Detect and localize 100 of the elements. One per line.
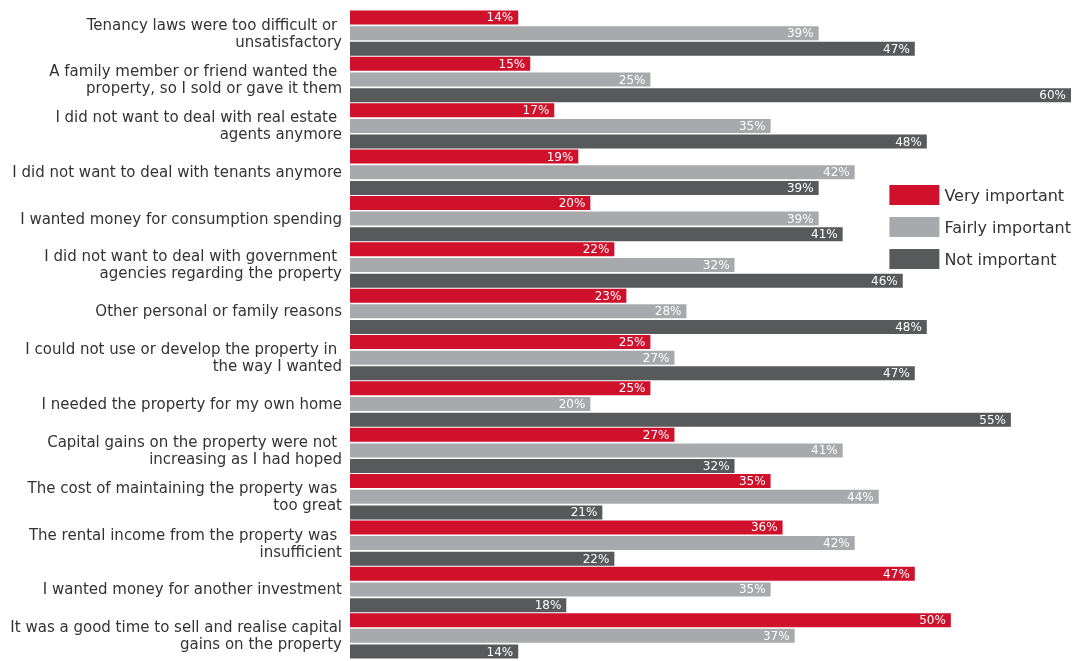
data-label: 27% [642,427,670,442]
bar [350,397,591,412]
bar [350,427,675,442]
bar [350,149,579,164]
data-label: 60% [1039,88,1066,103]
data-label: 14% [486,10,514,25]
data-label: 44% [847,489,874,504]
bar [350,505,603,520]
bar [350,134,927,149]
y-tick-label: I did not want to deal with real estate agents anymore [55,108,342,144]
legend-label: Fairly important [944,217,1071,237]
bar [350,551,615,566]
data-label: 35% [738,118,766,133]
bar [350,443,843,458]
bar [350,288,627,303]
legend-label: Not important [944,249,1057,269]
bar [350,227,843,242]
data-label: 35% [738,474,766,489]
y-tick-label: I wanted money for consumption spending [20,209,342,228]
bar [350,88,1071,103]
bar [350,366,915,381]
bar [350,10,519,25]
data-label: 32% [702,257,730,272]
bar [350,242,615,257]
data-label: 22% [582,242,610,257]
bar [350,118,771,133]
bar [350,273,903,288]
y-tick-label: I did not want to deal with tenants anymore [12,163,342,182]
data-label: 25% [618,72,646,87]
bar [350,566,915,581]
data-label: 42% [823,536,850,551]
bar [350,381,651,396]
data-label: 41% [811,227,838,242]
data-label: 19% [546,149,574,164]
bar [350,412,1011,427]
data-label: 42% [823,165,850,180]
bar [350,350,675,365]
data-label: 18% [534,598,562,613]
bar [350,536,855,551]
data-label: 50% [919,613,946,628]
data-label: 14% [486,644,514,659]
data-label: 39% [786,26,814,41]
data-label: 48% [895,134,922,149]
data-label: 20% [558,397,586,412]
bar [350,103,555,118]
data-label: 39% [786,180,814,195]
legend-label: Very important [944,185,1065,205]
y-tick-label: It was a good time to sell and realise capital gains on the property [10,618,343,654]
data-label: 47% [883,41,910,56]
data-label: 39% [786,211,814,226]
data-label: 41% [811,443,838,458]
data-label: 55% [979,412,1006,427]
bar [350,489,879,504]
bar [350,474,771,489]
bar [350,180,819,195]
y-tick-label: Capital gains on the property were not increasing as I had hoped [47,432,342,468]
bar [350,257,735,272]
bar [350,335,651,349]
bar [350,41,915,56]
y-tick-label: I needed the property for my own home [41,395,342,414]
data-label: 36% [750,520,778,535]
y-tick-label: The cost of maintaining the property was too great [26,479,343,515]
data-label: 37% [762,628,790,643]
y-tick-label: The rental income from the property was insufficient [27,525,343,561]
data-label: 47% [883,566,910,581]
data-label: 32% [702,459,730,474]
bar [350,195,591,210]
bar [350,644,519,659]
data-label: 21% [570,505,598,520]
data-label: 25% [618,335,646,349]
bar [350,598,567,613]
y-tick-label: I wanted money for another investment [42,580,343,599]
data-label: 27% [642,350,670,365]
data-label: 46% [871,273,898,288]
bar [350,459,735,474]
bar [350,304,687,319]
y-tick-label: A family member or friend wanted the property, so I sold or gave it them [49,62,342,98]
data-label: 22% [582,551,610,566]
data-label: 17% [522,103,550,118]
y-tick-label: I could not use or develop the property in the way I wanted [25,340,342,376]
y-tick-label: Other personal or family reasons [95,302,343,321]
bar [350,211,819,226]
data-label: 28% [654,304,682,319]
data-label: 25% [618,381,646,396]
bar [350,582,771,597]
bar [350,320,927,334]
data-label: 23% [594,288,622,303]
data-label: 48% [895,320,922,334]
data-label: 20% [558,195,586,210]
bar [350,628,795,643]
y-tick-label: Tenancy laws were too difficult or unsatisfactory [85,15,343,51]
bar [350,613,951,628]
bar [350,165,855,180]
data-label: 47% [883,366,910,381]
data-label: 35% [738,582,766,597]
bar [350,520,783,535]
bar [350,26,819,41]
y-tick-label: I did not want to deal with government agencies regarding the property [44,247,343,283]
data-label: 15% [498,56,526,71]
bar [350,56,531,71]
